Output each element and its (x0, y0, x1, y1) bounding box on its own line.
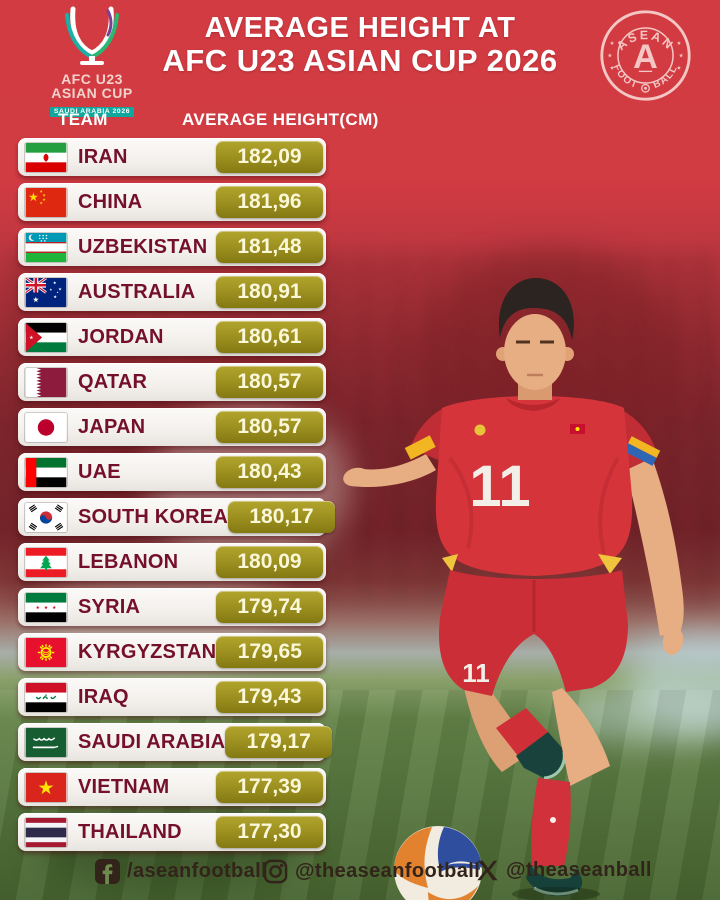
team-name: UAE (78, 460, 121, 483)
instagram-handle-text: @theaseanfootball (295, 860, 481, 882)
flag-syria-icon (25, 592, 67, 622)
height-value: 180,91 (216, 276, 323, 308)
height-value: 180,57 (216, 411, 323, 443)
football-ball (394, 826, 482, 900)
asean-football-logo: ASEAN A FOOT BALL (600, 10, 691, 101)
team-name: QATAR (78, 370, 148, 393)
event-logo-banner: SAUDI ARABIA 2026 (49, 106, 135, 117)
table-row: JORDAN 180,61 (18, 318, 326, 356)
table-row: UZBEKISTAN 181,48 (18, 228, 326, 266)
height-value: 179,65 (216, 636, 324, 668)
table-row: KYRGYZSTAN 179,65 (18, 633, 326, 671)
height-value: 180,43 (216, 456, 323, 488)
flag-iraq-icon (25, 682, 67, 712)
height-value: 181,96 (216, 186, 323, 218)
facebook-handle: /aseanfootball (95, 859, 267, 884)
table-row: JAPAN 180,57 (18, 408, 326, 446)
team-name: IRAQ (78, 685, 129, 708)
table-row: IRAQ 179,43 (18, 678, 326, 716)
soccer-ball-icon (641, 83, 650, 93)
flag-south-korea-icon (25, 502, 67, 532)
x-icon (477, 860, 498, 881)
flag-vietnam-icon (25, 772, 67, 802)
team-name: CHINA (78, 190, 143, 213)
table-row: UAE 180,43 (18, 453, 326, 491)
flag-iran-icon (25, 142, 67, 172)
table-row: SYRIA 179,74 (18, 588, 326, 626)
flag-japan-icon (25, 412, 67, 442)
team-name: IRAN (78, 145, 128, 168)
height-table: IRAN 182,09 CHINA 181,96 (18, 138, 335, 858)
team-name: KYRGYZSTAN (78, 640, 217, 663)
jersey-number: 11 (469, 454, 530, 519)
height-value: 177,30 (216, 816, 323, 848)
title-line1: AVERAGE HEIGHT AT (204, 12, 516, 44)
flag-qatar-icon (25, 367, 67, 397)
table-row: SAUDI ARABIA 179,17 (18, 723, 333, 761)
team-name: VIETNAM (78, 775, 170, 798)
height-value: 180,57 (216, 366, 323, 398)
flag-saudi-arabia-icon (25, 727, 67, 757)
table-row: AUSTRALIA 180,91 (18, 273, 326, 311)
height-value: 180,61 (216, 321, 323, 353)
height-value: 180,17 (227, 501, 335, 533)
x-handle-text: @theaseanball (506, 859, 652, 881)
flag-china-icon (25, 187, 67, 217)
team-name: AUSTRALIA (78, 280, 196, 303)
shorts-number: 11 (462, 658, 490, 688)
page-title: AVERAGE HEIGHT AT AFC U23 ASIAN CUP 2026 (110, 12, 610, 78)
team-name: THAILAND (78, 820, 182, 843)
team-name: JORDAN (78, 325, 164, 348)
table-row: VIETNAM 177,39 (18, 768, 326, 806)
facebook-handle-text: /aseanfootball (127, 860, 268, 882)
event-logo-line1: AFC U23 (61, 71, 123, 87)
table-row: LEBANON 180,09 (18, 543, 326, 581)
height-value: 179,74 (216, 591, 323, 623)
team-name: UZBEKISTAN (78, 235, 208, 258)
height-value: 179,43 (216, 681, 323, 713)
flag-australia-icon (25, 277, 67, 307)
flag-uae-icon (25, 457, 67, 487)
flag-jordan-icon (25, 322, 67, 352)
instagram-icon (263, 859, 288, 884)
afc-u23-logo: AFC U23 ASIAN CUP SAUDI ARABIA 2026 (38, 5, 146, 118)
flag-uzbekistan-icon (25, 232, 67, 262)
column-team: TEAM (58, 110, 108, 129)
team-name: LEBANON (78, 550, 179, 573)
event-logo-line2: ASIAN CUP (51, 85, 133, 101)
flag-lebanon-icon (25, 547, 67, 577)
footer-socials: /aseanfootball @theaseanfootball @thease… (0, 856, 720, 896)
x-handle: @theaseanball (476, 859, 652, 882)
flag-thailand-icon (25, 817, 67, 847)
table-row: IRAN 182,09 (18, 138, 326, 176)
table-row: CHINA 181,96 (18, 183, 326, 221)
height-value: 177,39 (216, 771, 323, 803)
team-name: JAPAN (78, 415, 146, 438)
title-line2: AFC U23 ASIAN CUP 2026 (162, 43, 558, 78)
height-value: 181,48 (216, 231, 323, 263)
asean-logo-letter: A (633, 38, 658, 76)
vietnam-player-photo: 11 11 (343, 278, 684, 900)
facebook-icon (95, 859, 120, 884)
team-name: SOUTH KOREA (78, 505, 228, 528)
instagram-handle: @theaseanfootball (263, 859, 480, 884)
flag-kyrgyzstan-icon (25, 637, 67, 667)
table-row: SOUTH KOREA 180,17 (18, 498, 335, 536)
column-height: AVERAGE HEIGHT(CM) (182, 110, 379, 129)
height-value: 180,09 (216, 546, 323, 578)
team-name: SAUDI ARABIA (78, 730, 226, 753)
height-value: 182,09 (216, 141, 323, 173)
trophy-icon (65, 6, 119, 65)
team-name: SYRIA (78, 595, 141, 618)
table-row: QATAR 180,57 (18, 363, 326, 401)
height-value: 179,17 (225, 726, 333, 758)
table-row: THAILAND 177,30 (18, 813, 326, 851)
